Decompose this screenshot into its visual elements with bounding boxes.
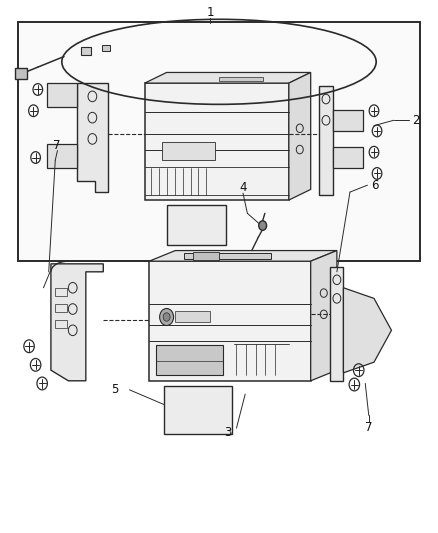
Bar [14,68,27,79]
Polygon shape [319,86,332,195]
Bar [149,261,311,381]
Polygon shape [46,144,77,168]
Bar [193,252,219,260]
Text: 6: 6 [371,179,379,192]
Polygon shape [311,251,337,381]
Text: 2: 2 [413,114,420,127]
Bar [55,304,67,312]
Polygon shape [46,83,77,107]
Bar [194,396,214,428]
Bar [171,396,191,428]
Text: 7: 7 [53,139,60,152]
Bar [215,219,223,237]
Polygon shape [149,251,337,261]
Polygon shape [289,72,311,200]
Bar [164,386,232,434]
Bar [81,47,91,55]
Bar [166,205,226,245]
Bar [18,22,420,261]
Text: 1: 1 [207,6,214,19]
Text: 5: 5 [111,383,119,397]
Bar [102,45,110,51]
Bar [55,320,67,328]
Polygon shape [332,110,363,131]
Bar [175,311,210,322]
Polygon shape [332,147,363,168]
Polygon shape [51,264,103,381]
Bar [194,213,211,240]
Text: 3: 3 [224,426,231,439]
Bar [145,83,289,200]
Bar [162,142,215,160]
Polygon shape [330,266,343,381]
Bar [219,77,263,82]
Text: 4: 4 [239,181,247,195]
Circle shape [163,313,170,321]
Polygon shape [145,72,311,83]
Polygon shape [77,83,108,192]
Bar [173,213,191,240]
Polygon shape [343,288,392,373]
Circle shape [259,221,267,230]
Bar [55,288,67,296]
Text: 7: 7 [365,421,372,433]
Bar [155,345,223,375]
Bar [184,253,272,259]
Circle shape [159,309,173,326]
